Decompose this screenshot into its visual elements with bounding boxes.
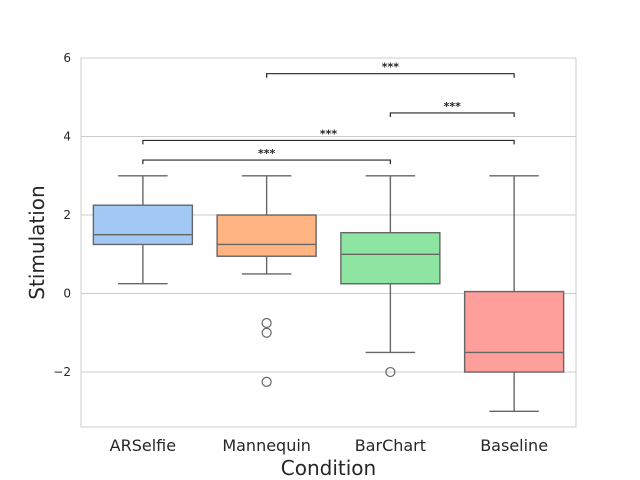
bracket-line (266, 73, 515, 78)
y-tick-label: 6 (63, 51, 71, 65)
iqr-box (463, 290, 565, 373)
y-tick-labels: −2 0 2 4 6 (53, 51, 71, 379)
x-tick-label: ARSelfie (110, 436, 176, 455)
plot-frame (80, 57, 577, 428)
iqr-box (92, 204, 194, 246)
boxes (92, 175, 565, 412)
significance-label: *** (258, 147, 276, 160)
iqr-box (216, 214, 317, 257)
box-mannequin (216, 175, 317, 387)
box-barchart (340, 175, 441, 378)
outlier-point (385, 366, 396, 378)
outlier-point (261, 327, 272, 338)
y-tick-label: 2 (63, 208, 71, 222)
significance-brackets: *** *** *** *** (142, 61, 515, 165)
y-tick-label: −2 (53, 365, 71, 379)
box-baseline (463, 175, 565, 412)
x-tick-label: Baseline (480, 436, 548, 455)
box-arselfie (92, 175, 194, 285)
significance-label: *** (320, 127, 338, 140)
significance-label: *** (382, 61, 400, 74)
x-tick-label: Mannequin (222, 436, 311, 455)
significance-label: *** (444, 100, 462, 113)
significance-bracket: *** (266, 61, 515, 78)
y-tick-label: 4 (63, 130, 71, 144)
significance-bracket: *** (142, 127, 515, 145)
x-tick-label: BarChart (355, 436, 426, 455)
iqr-box (340, 231, 441, 285)
significance-bracket: *** (142, 147, 391, 165)
bracket-line (389, 112, 515, 117)
significance-bracket: *** (389, 100, 515, 117)
bracket-line (142, 159, 391, 165)
x-tick-labels: ARSelfie Mannequin BarChart Baseline (110, 436, 548, 455)
y-tick-label: 0 (63, 287, 71, 301)
bracket-line (142, 139, 515, 145)
y-axis-title: Stimulation (25, 185, 49, 299)
x-axis-title: Condition (281, 456, 376, 480)
outlier-point (261, 376, 272, 387)
outlier-point (261, 317, 272, 329)
